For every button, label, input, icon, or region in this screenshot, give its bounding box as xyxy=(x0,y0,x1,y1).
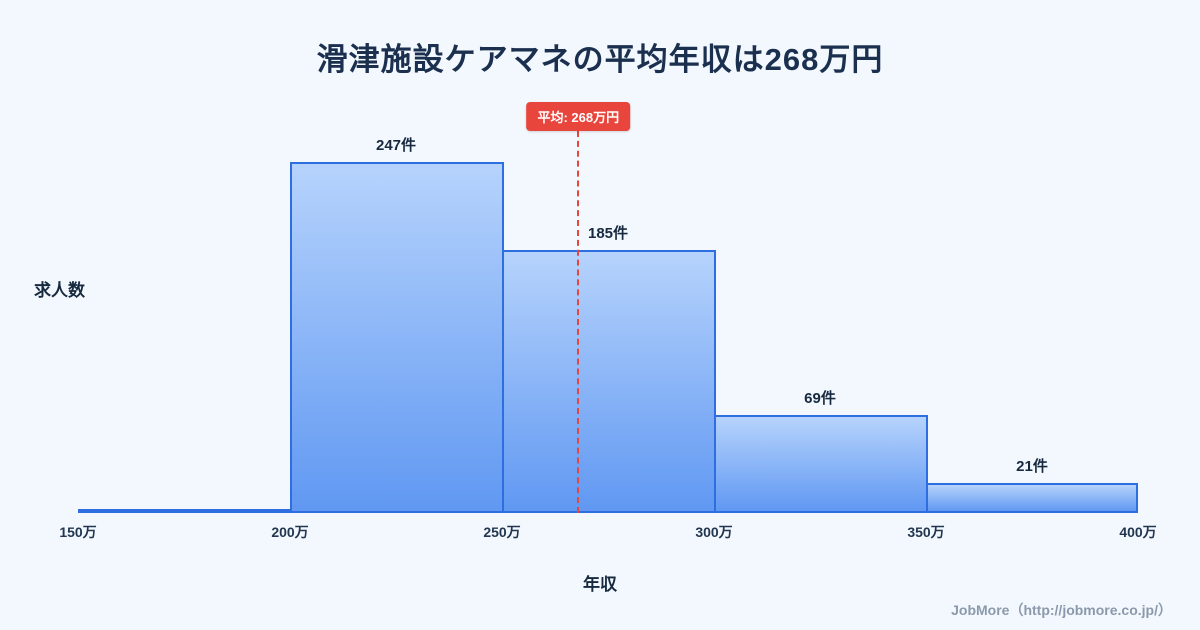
x-tick-label: 150万 xyxy=(59,524,97,540)
histogram-bar xyxy=(714,415,928,513)
bar-value-label: 21件 xyxy=(1016,458,1048,475)
x-tick-label: 250万 xyxy=(483,524,521,540)
bar-value-label: 247件 xyxy=(375,137,417,154)
x-tick-label: 200万 xyxy=(271,524,309,540)
average-badge: 平均: 268万円 xyxy=(526,102,631,131)
x-tick-label: 300万 xyxy=(695,524,733,540)
histogram-bar xyxy=(78,509,292,513)
attribution: JobMore（http://jobmore.co.jp/） xyxy=(951,602,1172,618)
histogram-bar xyxy=(290,162,504,513)
histogram-bar xyxy=(926,483,1138,513)
y-axis-label: 求人数 xyxy=(34,281,85,300)
chart-title: 滑津施設ケアマネの平均年収は268万円 xyxy=(316,42,884,77)
bar-value-label: 69件 xyxy=(804,390,836,407)
x-tick-label: 350万 xyxy=(907,524,945,540)
x-tick-label: 400万 xyxy=(1119,524,1157,540)
x-axis-label: 年収 xyxy=(583,575,617,594)
x-axis-ticks: 150万 200万 250万 300万 350万 400万 xyxy=(59,522,1156,544)
average-line xyxy=(577,131,580,513)
histogram-bar xyxy=(502,250,716,513)
bar-value-label: 185件 xyxy=(587,225,629,242)
plot-area: 247件 185件 69件 21件 xyxy=(78,120,1138,513)
